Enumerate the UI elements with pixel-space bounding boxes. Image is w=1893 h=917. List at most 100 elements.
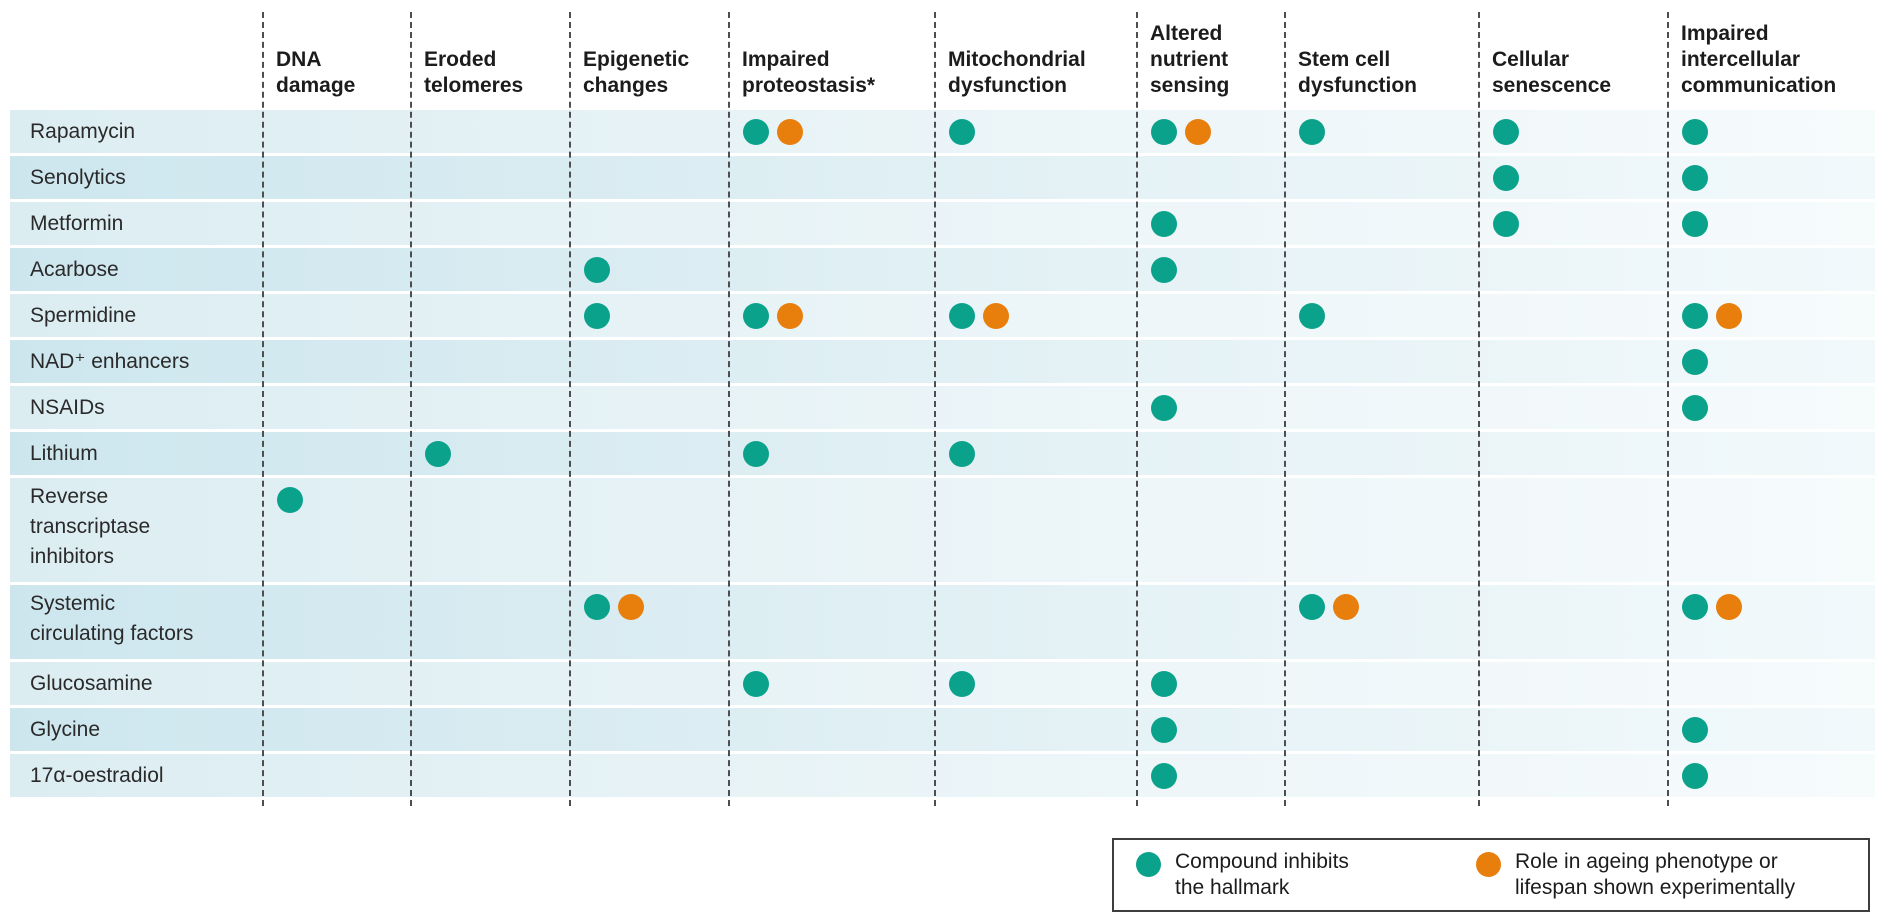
inhibits-dot-icon xyxy=(1299,302,1325,329)
inhibits-dot-icon xyxy=(1493,164,1519,191)
inhibits-dot-icon xyxy=(1136,852,1161,877)
matrix-cell xyxy=(1284,432,1478,475)
matrix-body: Rapamycin Senolytics Metformin Acarbose Sper… xyxy=(10,110,1875,800)
matrix-cell xyxy=(262,386,410,429)
matrix-cell xyxy=(262,432,410,475)
row-label: Lithium xyxy=(30,441,98,465)
table-row: Metformin xyxy=(10,202,1875,245)
matrix-cell xyxy=(262,110,410,153)
matrix-cell xyxy=(1478,585,1667,659)
row-label: Reverse transcriptase inhibitors xyxy=(30,485,151,568)
matrix-cell xyxy=(410,478,569,582)
table-row: Reverse transcriptase inhibitors xyxy=(10,478,1875,582)
matrix-cell xyxy=(1478,708,1667,751)
inhibits-dot-icon xyxy=(584,302,610,329)
inhibits-dot-icon xyxy=(1299,118,1325,145)
table-row: Systemic circulating factors xyxy=(10,585,1875,659)
matrix-cell xyxy=(262,708,410,751)
matrix-cell xyxy=(728,156,934,199)
matrix-cell xyxy=(1136,662,1284,705)
inhibits-dot-icon xyxy=(1151,118,1177,145)
matrix-cell xyxy=(934,156,1136,199)
matrix-cell xyxy=(569,432,728,475)
matrix-cell xyxy=(569,156,728,199)
column-header: DNA damage xyxy=(276,48,356,97)
matrix-cell xyxy=(1667,202,1875,245)
matrix-cell xyxy=(1478,340,1667,383)
matrix-cell xyxy=(410,202,569,245)
matrix-cell xyxy=(1667,478,1875,582)
matrix-cell xyxy=(934,432,1136,475)
matrix-cell xyxy=(1284,478,1478,582)
table-row: Lithium xyxy=(10,432,1875,475)
column-header: Mitochondrial dysfunction xyxy=(948,48,1086,97)
inhibits-dot-icon xyxy=(1682,210,1708,237)
matrix-cell xyxy=(1284,294,1478,337)
matrix-cell xyxy=(1136,432,1284,475)
matrix-cell xyxy=(728,662,934,705)
matrix-cell xyxy=(934,248,1136,291)
matrix-cell xyxy=(262,662,410,705)
inhibits-dot-icon xyxy=(949,302,975,329)
matrix-cell xyxy=(262,340,410,383)
table-row: NAD⁺ enhancers xyxy=(10,340,1875,383)
header-row: DNA damage Eroded telomeres Epigenetic cha… xyxy=(10,0,1875,104)
legend-item-label: Role in ageing phenotype or lifespan sho… xyxy=(1515,850,1796,899)
row-label: Systemic circulating factors xyxy=(30,592,194,645)
matrix-cell xyxy=(934,478,1136,582)
column-header: Stem cell dysfunction xyxy=(1298,48,1417,97)
inhibits-dot-icon xyxy=(1151,210,1177,237)
matrix-cell xyxy=(1136,708,1284,751)
matrix-cell xyxy=(1478,432,1667,475)
matrix-cell xyxy=(1284,156,1478,199)
matrix-cell xyxy=(1284,708,1478,751)
inhibits-dot-icon xyxy=(1682,164,1708,191)
experimental-dot-icon xyxy=(777,118,803,145)
inhibits-dot-icon xyxy=(1493,118,1519,145)
matrix-cell xyxy=(728,294,934,337)
matrix-cell xyxy=(1478,156,1667,199)
matrix-cell xyxy=(410,386,569,429)
row-label: 17α-oestradiol xyxy=(30,763,164,787)
table-row: Acarbose xyxy=(10,248,1875,291)
matrix-cell xyxy=(1667,386,1875,429)
row-label: Rapamycin xyxy=(30,119,136,143)
legend-item-label: Compound inhibits the hallmark xyxy=(1175,850,1349,899)
matrix-cell xyxy=(262,294,410,337)
matrix-cell xyxy=(1136,110,1284,153)
matrix-cell xyxy=(410,340,569,383)
experimental-dot-icon xyxy=(1716,594,1742,620)
matrix-cell xyxy=(410,662,569,705)
matrix-cell xyxy=(410,110,569,153)
matrix-cell xyxy=(262,585,410,659)
matrix-cell xyxy=(1478,110,1667,153)
matrix-cell xyxy=(1667,156,1875,199)
matrix-cell xyxy=(410,708,569,751)
matrix-cell xyxy=(569,662,728,705)
matrix-cell xyxy=(569,110,728,153)
matrix-cell xyxy=(1478,754,1667,797)
table-row: Rapamycin xyxy=(10,110,1875,153)
matrix-cell xyxy=(1478,478,1667,582)
matrix-cell xyxy=(1136,478,1284,582)
table-row: NSAIDs xyxy=(10,386,1875,429)
matrix-cell xyxy=(728,110,934,153)
matrix-cell xyxy=(410,585,569,659)
matrix-cell xyxy=(569,585,728,659)
matrix-cell xyxy=(934,386,1136,429)
matrix-cell xyxy=(1136,294,1284,337)
matrix-cell xyxy=(1478,386,1667,429)
inhibits-dot-icon xyxy=(1151,670,1177,697)
experimental-dot-icon xyxy=(777,302,803,329)
matrix-cell xyxy=(1136,754,1284,797)
matrix-cell xyxy=(1667,708,1875,751)
column-header: Altered nutrient sensing xyxy=(1150,22,1230,97)
row-label: Glucosamine xyxy=(30,671,153,695)
matrix-cell xyxy=(1667,294,1875,337)
dashed-column-divider xyxy=(1667,12,1669,806)
inhibits-dot-icon xyxy=(743,440,769,467)
matrix-cell xyxy=(728,340,934,383)
inhibits-dot-icon xyxy=(743,118,769,145)
experimental-dot-icon xyxy=(983,302,1009,329)
row-label: Senolytics xyxy=(30,165,126,189)
